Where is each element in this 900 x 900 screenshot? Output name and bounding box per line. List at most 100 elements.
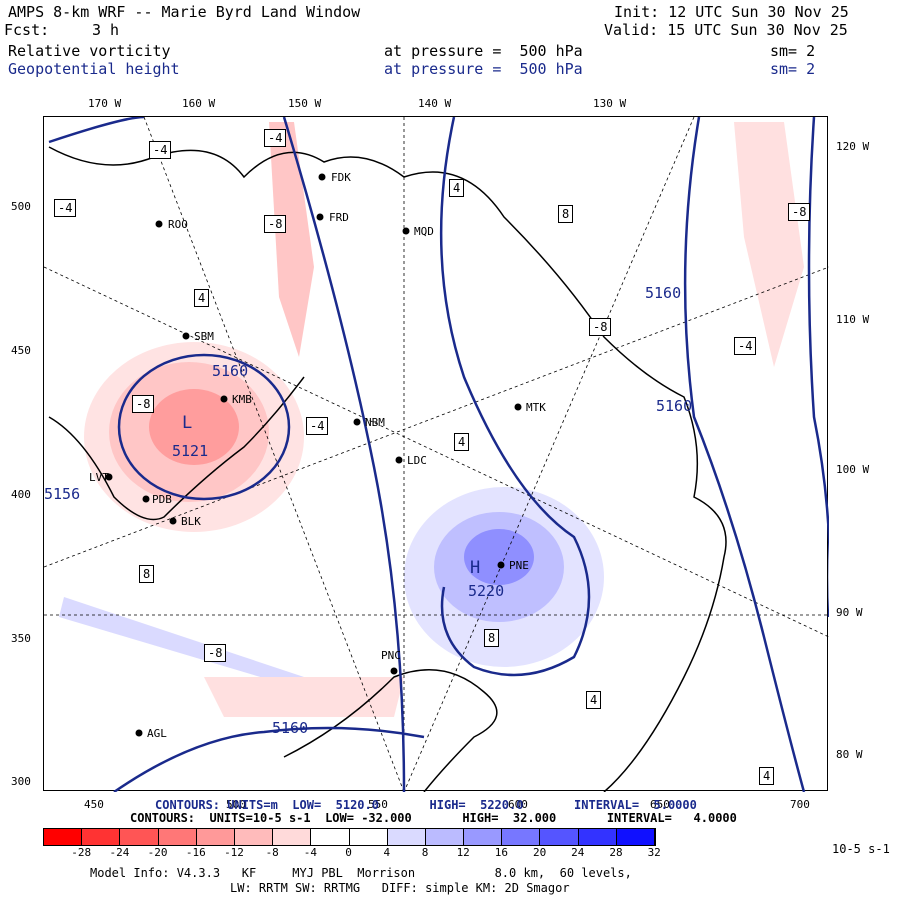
station-label: MQD — [414, 225, 434, 238]
field1-sm: sm= 2 — [770, 42, 816, 60]
vorticity-band-red — [269, 122, 314, 357]
right-lon-label: 80 W — [836, 748, 863, 761]
geopotential-contour — [683, 117, 806, 792]
field1-name: Relative vorticity — [8, 42, 171, 60]
station-label: LVT — [89, 471, 109, 484]
station-dot — [135, 729, 143, 737]
station-dot — [316, 213, 324, 221]
station-label: PDB — [152, 493, 172, 506]
vorticity-contour-info: CONTOURS: UNITS=10-5 s-1 LOW= -32.000 HI… — [130, 811, 737, 825]
geopotential-contour — [48, 117, 145, 144]
colorbar-tick-label: -12 — [224, 846, 244, 859]
station-dot — [514, 403, 522, 411]
contour-label: 5160 — [645, 284, 682, 302]
station-label: KMB — [232, 393, 252, 406]
colorbar-swatch — [578, 829, 617, 845]
left-y-label: 450 — [11, 344, 31, 357]
geopotential-contour — [113, 726, 425, 792]
colorbar-swatch — [464, 829, 503, 845]
graticule — [143, 117, 405, 792]
colorbar-swatch — [234, 829, 274, 845]
graticule — [44, 266, 829, 638]
coastline — [48, 376, 305, 521]
station-label: LDC — [407, 454, 427, 467]
bottom-x-label: 500 — [226, 798, 246, 811]
low-center-label: L — [182, 413, 193, 433]
top-lon-label: 150 W — [288, 97, 322, 110]
colorbar-tick-label: 4 — [383, 846, 391, 859]
map-title: AMPS 8-km WRF -- Marie Byrd Land Window — [8, 3, 361, 21]
height-contour-info: CONTOURS: UNITS=m LOW= 5120.0 HIGH= 5220… — [155, 798, 697, 812]
station-label: PNE — [509, 559, 529, 572]
top-lon-label: 130 W — [593, 97, 627, 110]
colorbar-swatch — [349, 829, 388, 845]
vorticity-contour-label: 4 — [454, 433, 470, 451]
low-center-value: 5121 — [172, 442, 209, 460]
colorbar-swatch — [120, 829, 159, 845]
field2-sm: sm= 2 — [770, 60, 816, 78]
station-label: AGL — [147, 727, 167, 740]
station-dot — [390, 667, 398, 675]
station-dot — [497, 561, 505, 569]
vorticity-contour-label: -8 — [264, 215, 287, 233]
vorticity-contour-label: -4 — [734, 337, 757, 355]
vorticity-high-shading-core — [464, 529, 534, 585]
left-y-label: 400 — [11, 488, 31, 501]
bottom-x-label: 700 — [790, 798, 810, 811]
station-label: ROO — [168, 218, 188, 231]
vorticity-contour-label: 4 — [759, 767, 775, 785]
colorbar-tick-label: 0 — [345, 846, 352, 859]
station-label: PNC — [381, 649, 401, 662]
colorbar-tick-label: 12 — [456, 846, 470, 859]
colorbar-swatch — [387, 829, 426, 845]
top-lon-label: 160 W — [182, 97, 216, 110]
graticule — [403, 117, 695, 792]
colorbar-units: 10-5 s-1 — [832, 842, 890, 856]
colorbar-swatch — [425, 829, 465, 845]
right-lon-label: 100 W — [836, 463, 870, 476]
vorticity-contour-label: -8 — [132, 395, 155, 413]
colorbar-swatch — [158, 829, 197, 845]
station-dot — [318, 173, 326, 181]
fcst-value: 3 h — [92, 21, 120, 39]
colorbar-tick-label: -28 — [71, 846, 92, 859]
colorbar-tick-label: -24 — [109, 846, 130, 859]
station-dot — [105, 473, 113, 481]
colorbar-tick-label: 32 — [647, 846, 661, 859]
geopotential-low-contour — [117, 353, 291, 501]
geopotential-contour — [439, 117, 591, 677]
contour-label: 5160 — [272, 719, 309, 737]
field2-name: Geopotential height — [8, 60, 180, 78]
vorticity-contour-label: -4 — [306, 417, 329, 435]
bottom-x-label: 450 — [84, 798, 104, 811]
vorticity-contour-label: -8 — [204, 644, 227, 662]
vorticity-low-shading-core — [149, 389, 239, 465]
vorticity-contour-label: 4 — [449, 179, 465, 197]
coastline — [48, 146, 727, 792]
vorticity-band-blue — [59, 597, 304, 687]
contour-label: 5160 — [656, 397, 693, 415]
colorbar-tick-label: -16 — [185, 846, 206, 859]
station-label: NBM — [365, 416, 385, 429]
bottom-x-label: 650 — [650, 798, 670, 811]
station-dot — [395, 456, 403, 464]
bottom-x-label: 600 — [508, 798, 528, 811]
top-lon-label: 170 W — [88, 97, 122, 110]
station-dot — [142, 495, 150, 503]
contour-label: 5160 — [212, 362, 249, 380]
left-y-label: 300 — [11, 775, 31, 788]
vorticity-contour-label: -4 — [149, 141, 172, 159]
colorbar-swatch — [540, 829, 579, 845]
model-info: Model Info: V4.3.3 KF MYJ PBL Morrison 8… — [90, 866, 632, 880]
station-dot — [169, 517, 177, 525]
colorbar-swatch — [82, 829, 121, 845]
left-y-label: 350 — [11, 632, 31, 645]
top-lon-label: 140 W — [418, 97, 452, 110]
bottom-x-label: 550 — [368, 798, 388, 811]
colorbar-swatch — [273, 829, 312, 845]
vorticity-band-red-right — [734, 122, 804, 367]
coastline — [283, 668, 498, 792]
station-label: FRD — [329, 211, 349, 224]
map-canvas — [44, 117, 829, 792]
colorbar-tick-label: 28 — [609, 846, 623, 859]
